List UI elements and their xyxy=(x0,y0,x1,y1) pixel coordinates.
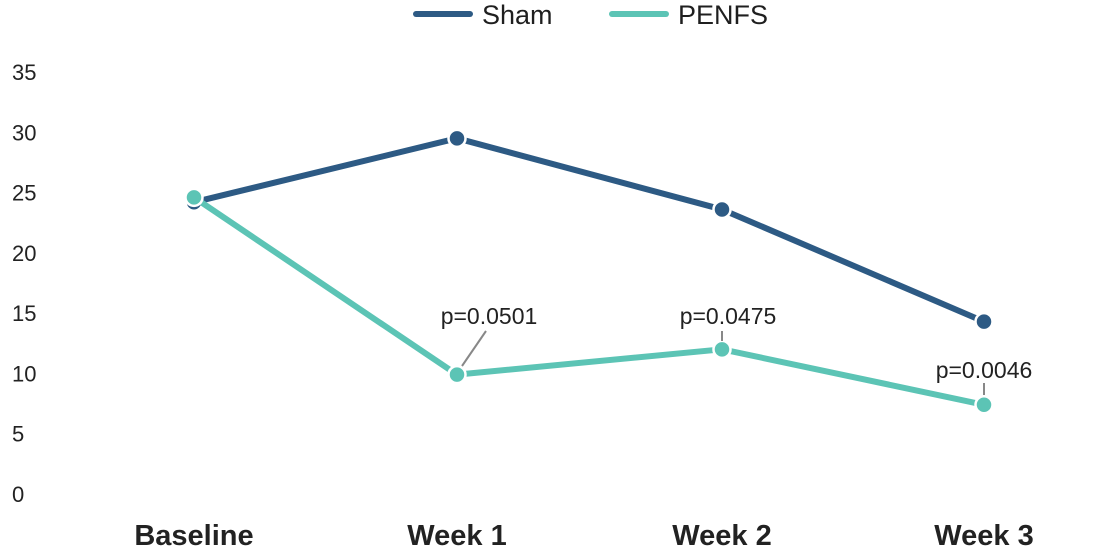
annotation-layer: p=0.0501 p=0.0475 p=0.0046 xyxy=(441,303,1033,395)
y-tick-label-5: 5 xyxy=(12,422,24,447)
series-line-sham xyxy=(191,135,987,325)
x-tick-label-week-3: Week 3 xyxy=(934,520,1033,548)
annotation-leader-week-1 xyxy=(461,330,487,367)
y-tick-label-35: 35 xyxy=(12,60,36,85)
data-point-penfs-week-1 xyxy=(447,364,467,385)
x-axis: Baseline Week 1 Week 2 Week 3 xyxy=(134,520,1033,548)
series-sham xyxy=(184,128,994,332)
x-tick-label-baseline: Baseline xyxy=(134,520,253,548)
x-tick-label-week-2: Week 2 xyxy=(672,520,771,548)
data-point-sham-week-2 xyxy=(712,199,732,220)
legend-label-penfs: PENFS xyxy=(678,0,768,30)
annotation-week-1: p=0.0501 xyxy=(441,303,538,367)
series-penfs xyxy=(184,187,994,415)
annotation-label-week-2: p=0.0475 xyxy=(680,303,777,329)
legend: Sham PENFS xyxy=(413,0,768,30)
data-point-sham-week-1 xyxy=(447,128,467,149)
legend-item-sham: Sham xyxy=(413,0,553,30)
x-tick-label-week-1: Week 1 xyxy=(407,520,506,548)
annotation-week-2: p=0.0475 xyxy=(680,303,777,341)
series-line-penfs xyxy=(191,194,987,408)
legend-item-penfs: PENFS xyxy=(609,0,768,30)
y-tick-label-30: 30 xyxy=(12,120,36,145)
annotation-label-week-3: p=0.0046 xyxy=(936,357,1033,383)
data-point-penfs-week-3 xyxy=(974,395,994,415)
data-point-penfs-week-2 xyxy=(712,339,732,360)
annotation-label-week-1: p=0.0501 xyxy=(441,303,538,329)
annotation-week-3: p=0.0046 xyxy=(936,357,1033,395)
data-point-penfs-baseline xyxy=(184,187,204,208)
y-tick-label-10: 10 xyxy=(12,361,36,386)
y-axis: 0 5 10 15 20 25 30 35 xyxy=(12,60,36,507)
series-layer xyxy=(184,128,994,415)
data-point-sham-week-3 xyxy=(974,311,994,332)
legend-label-sham: Sham xyxy=(482,0,553,30)
y-tick-label-25: 25 xyxy=(12,181,36,206)
y-tick-label-0: 0 xyxy=(12,482,24,507)
y-tick-label-15: 15 xyxy=(12,301,36,326)
y-tick-label-20: 20 xyxy=(12,241,36,266)
